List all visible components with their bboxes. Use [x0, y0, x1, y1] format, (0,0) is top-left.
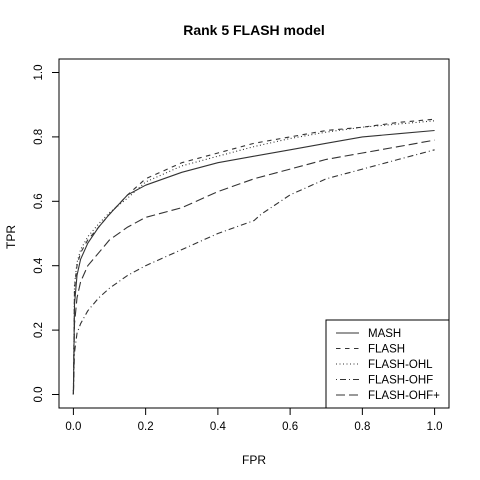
x-tick-label: 1.0 [427, 421, 443, 433]
y-tick-label: 0.2 [33, 322, 45, 338]
series-line-flash-ohf-plus [72, 139, 435, 395]
plot-area: 0.0 0.2 0.4 0.6 0.8 1.0 0.0 0.2 0.4 0.6 0.8 1.0 MASH… [33, 58, 450, 433]
x-tick-label: 0.6 [282, 421, 298, 433]
x-tick-label: 0.8 [354, 421, 370, 433]
series-line-mash [72, 129, 435, 395]
legend-label: FLASH-OHF+ [368, 390, 440, 402]
y-tick-label: 1.0 [33, 65, 45, 81]
y-axis-label: TPR [4, 225, 18, 249]
x-axis-label: FPR [242, 453, 266, 467]
series-line-flash [72, 118, 435, 395]
legend-label: FLASH-OHL [368, 359, 433, 371]
legend-label: FLASH-OHF [368, 375, 433, 387]
y-tick-label: 0.0 [33, 387, 45, 403]
x-tick-label: 0.0 [65, 421, 81, 433]
x-tick-label: 0.4 [210, 421, 227, 433]
series-line-flash-ohf [72, 149, 435, 395]
chart-title: Rank 5 FLASH model [183, 22, 325, 38]
legend-label: FLASH [368, 344, 405, 356]
y-tick-label: 0.8 [33, 129, 45, 145]
plot-frame [58, 58, 450, 409]
legend-label: MASH [368, 328, 401, 340]
y-tick-label: 0.4 [33, 257, 45, 274]
x-tick-label: 0.2 [138, 421, 154, 433]
y-tick-label: 0.6 [33, 193, 45, 209]
